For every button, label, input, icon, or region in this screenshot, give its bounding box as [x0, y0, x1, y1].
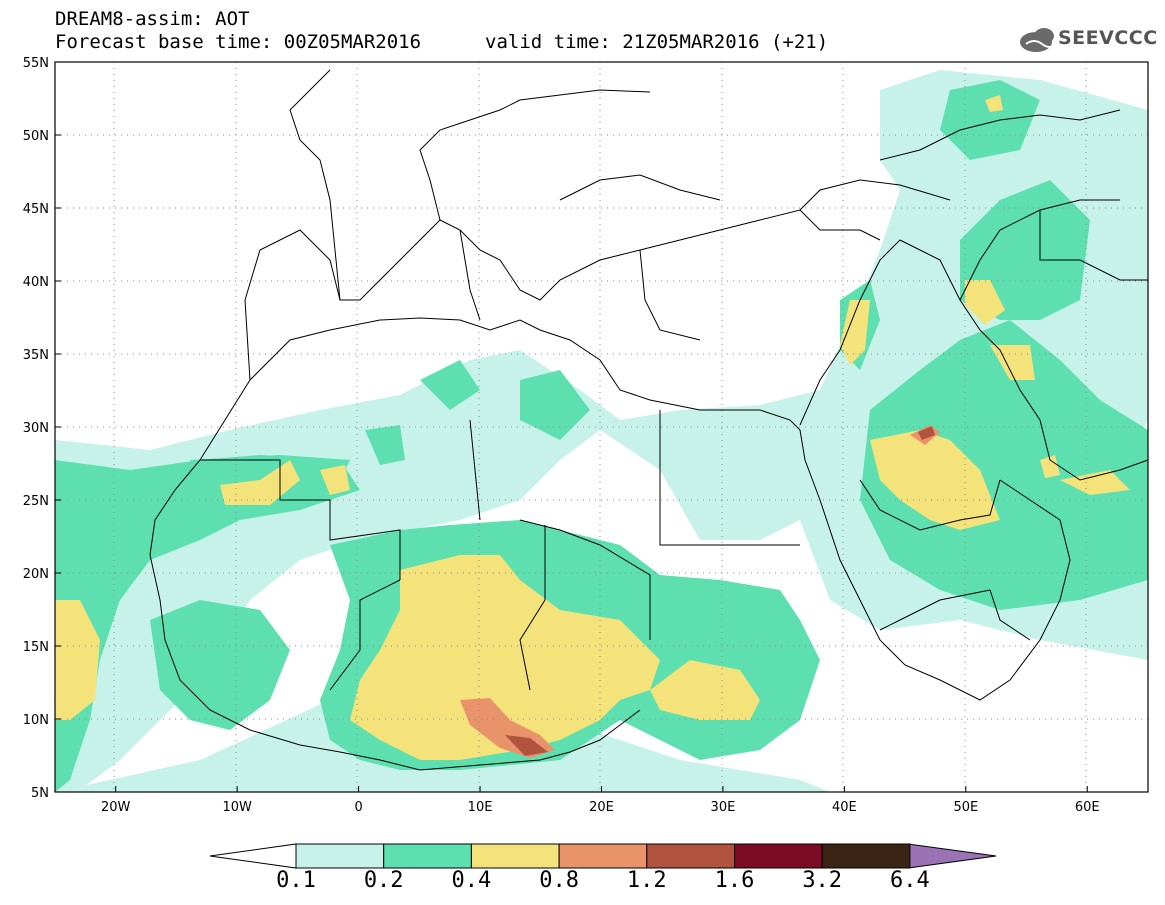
lat-label: 35N — [23, 348, 49, 363]
logo-text: SEEVCCC — [1058, 27, 1158, 49]
lat-label: 25N — [23, 494, 49, 509]
colorbar-level-label: 1.2 — [626, 868, 667, 893]
lat-label: 50N — [23, 129, 49, 144]
colorbar-level-label: 3.2 — [802, 868, 843, 893]
colorbar-level-label: 0.8 — [539, 868, 579, 893]
lat-label: 55N — [23, 56, 49, 71]
lat-label: 15N — [23, 640, 49, 655]
colorbar-box — [470, 843, 560, 869]
colorbar-box — [383, 843, 472, 869]
lon-label: 0 — [354, 800, 362, 815]
colorbar-level-label: 0.4 — [451, 868, 492, 893]
lon-label: 20W — [101, 800, 131, 815]
lat-label: 30N — [23, 421, 49, 436]
lon-label: 10E — [468, 800, 493, 815]
colorbar-box — [734, 843, 823, 869]
lon-label: 10W — [222, 800, 252, 815]
latitude-labels: 55N 50N 45N 40N 35N 30N 25N 20N 15N 10N 5N — [23, 56, 61, 801]
forecast-base-time: Forecast base time: 00Z05MAR2016 — [55, 31, 422, 53]
lon-label: 20E — [589, 800, 614, 815]
colorbar-level-label: 0.2 — [363, 868, 404, 893]
seevccc-logo-icon — [1020, 28, 1057, 52]
coastlines — [149, 69, 1148, 771]
colorbar-box — [295, 843, 385, 869]
lat-label: 40N — [23, 275, 49, 290]
colorbar — [209, 843, 997, 869]
colorbar-box — [558, 843, 648, 869]
aot-level-0-4 — [55, 95, 1130, 760]
colorbar-level-label: 0.1 — [276, 868, 316, 893]
map-title: DREAM8-assim: AOT — [55, 8, 250, 30]
longitude-labels: 20W 10W 0 10E 20E 30E 40E 50E 60E — [101, 786, 1100, 815]
lon-label: 30E — [711, 800, 736, 815]
aot-level-1-2 — [505, 426, 935, 756]
lon-label: 50E — [953, 800, 978, 815]
graticule — [55, 62, 1148, 792]
lon-label: 60E — [1075, 800, 1100, 815]
colorbar-box — [821, 843, 911, 869]
lat-label: 20N — [23, 567, 49, 582]
colorbar-level-label: 6.4 — [890, 868, 930, 893]
lat-label: 5N — [31, 786, 49, 801]
lat-label: 10N — [23, 713, 49, 728]
colorbar-box — [646, 843, 735, 869]
colorbar-level-label: 1.6 — [714, 868, 755, 893]
lon-label: 40E — [832, 800, 857, 815]
lat-label: 45N — [23, 202, 49, 217]
valid-time: valid time: 21Z05MAR2016 (+21) — [485, 31, 829, 53]
